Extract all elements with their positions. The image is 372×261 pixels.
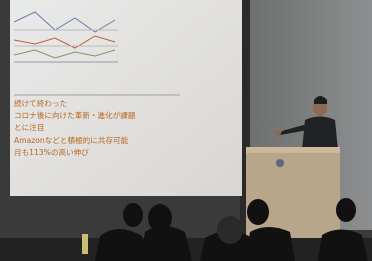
audience-member — [245, 227, 295, 261]
slide-line: コロナ後に向けた革新・進化が課題 — [14, 110, 136, 120]
photo: 続けて終わった コロナ後に向けた革新・進化が課題 とに注目 Amazonなどと積… — [0, 0, 372, 261]
water-bottle — [82, 234, 88, 254]
podium — [246, 147, 340, 240]
audience-head — [247, 199, 269, 225]
podium-top — [246, 147, 340, 153]
slide-line: とに注目 — [14, 122, 44, 132]
speaker-body — [302, 117, 338, 151]
speaker-hand — [275, 130, 281, 136]
podium-logo — [276, 159, 284, 167]
slide-line: 続けて終わった — [14, 98, 67, 108]
page: 続けて終わった コロナ後に向けた革新・進化が課題 とに注目 Amazonなどと積… — [0, 0, 372, 261]
audience-head — [148, 204, 172, 232]
slide-line: Amazonなどと積極的に共存可能 — [14, 135, 129, 145]
slide-line: 月も113%の高い伸び — [14, 147, 89, 157]
slide — [10, 0, 242, 196]
audience-head — [336, 198, 356, 222]
audience-head — [123, 203, 143, 227]
audience-head — [217, 216, 243, 244]
